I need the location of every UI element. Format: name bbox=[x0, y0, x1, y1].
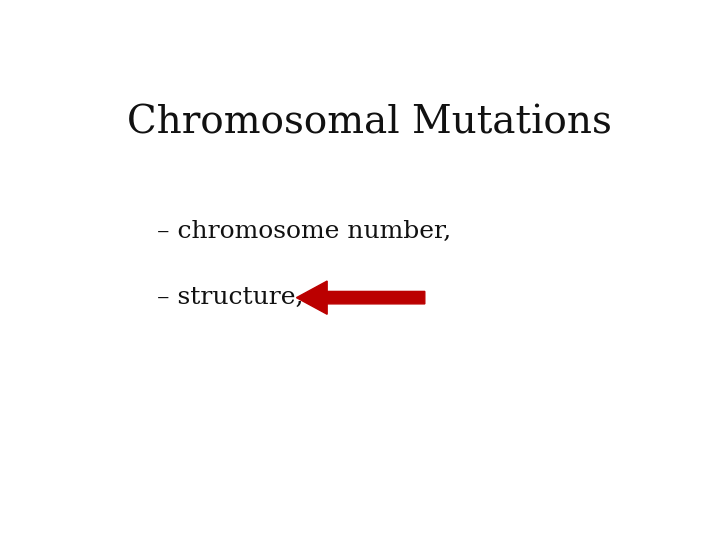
Text: – structure,: – structure, bbox=[157, 286, 303, 309]
Text: – chromosome number,: – chromosome number, bbox=[157, 220, 451, 242]
Text: Chromosomal Mutations: Chromosomal Mutations bbox=[127, 105, 611, 141]
FancyArrow shape bbox=[297, 281, 425, 314]
